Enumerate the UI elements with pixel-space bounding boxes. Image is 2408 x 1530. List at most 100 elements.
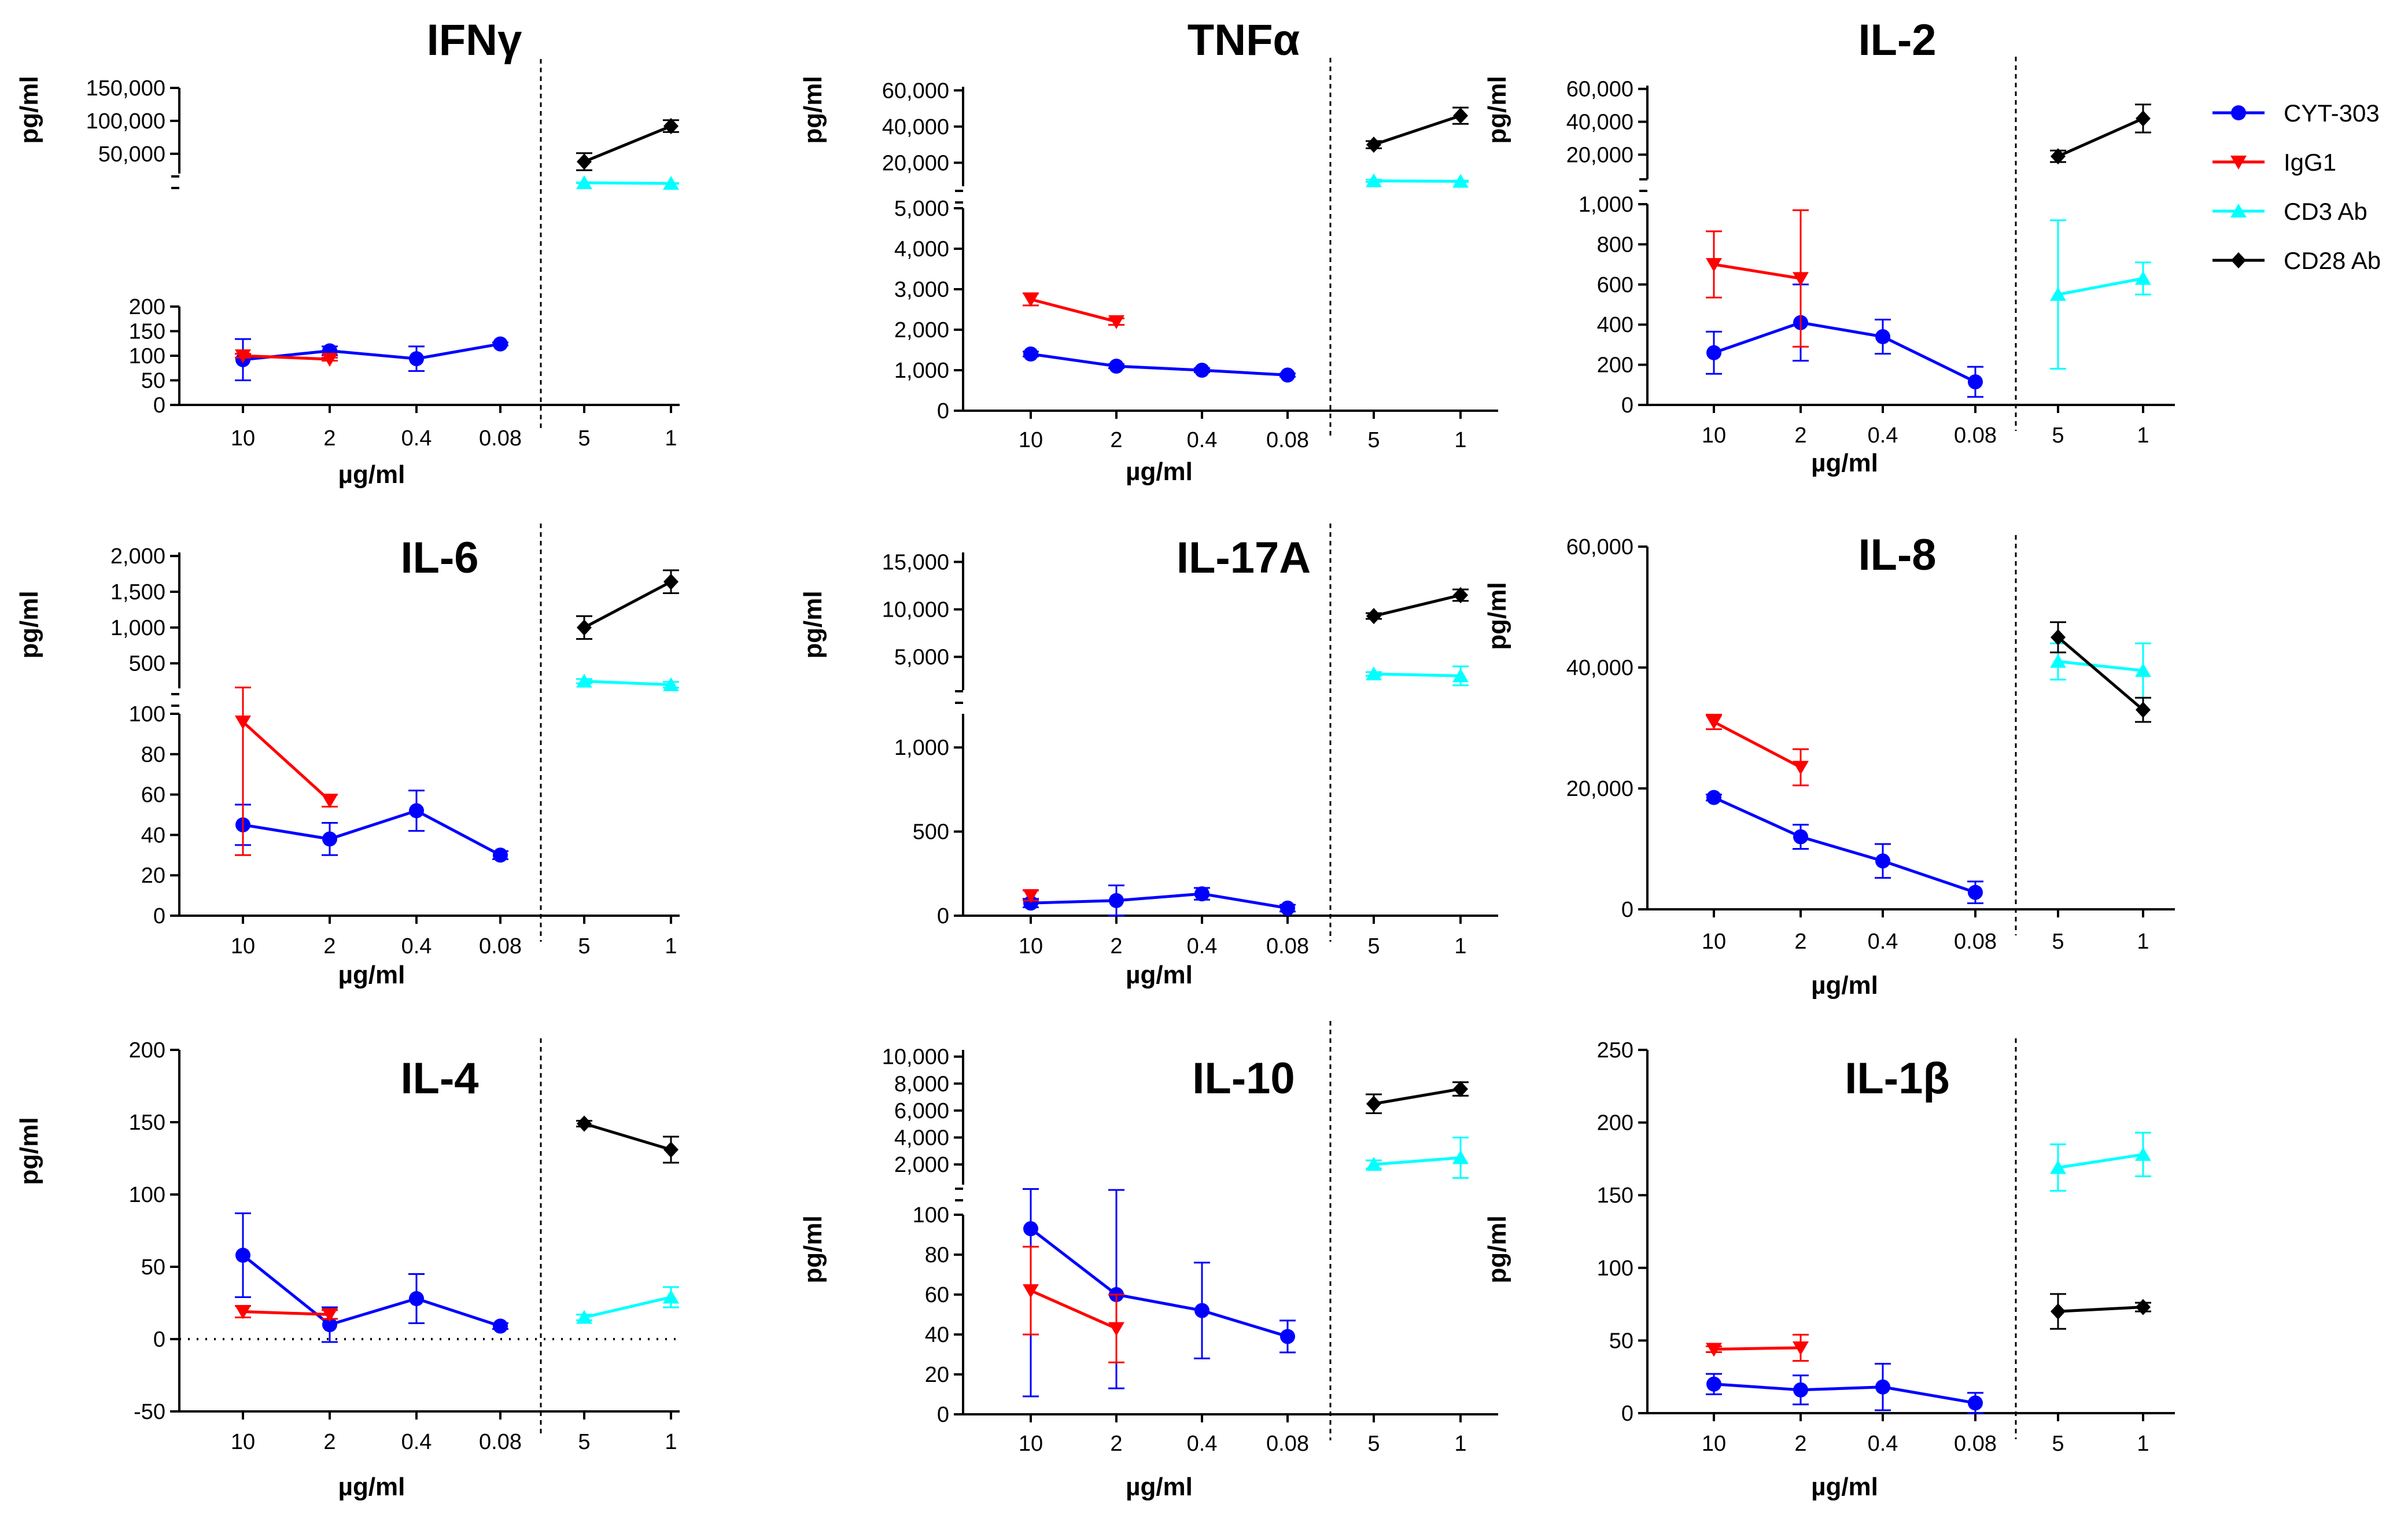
x-tick-label: 0.08 (1266, 428, 1309, 452)
series-line-cyt-303 (242, 1254, 501, 1328)
data-point-cd3-ab (576, 673, 592, 688)
y-tick-label: 100 (129, 1183, 165, 1207)
data-point-cd3-ab (2135, 271, 2151, 285)
data-point-cyt-303 (1109, 893, 1124, 908)
legend: CYT-303 IgG1 CD3 Ab CD28 Ab (2212, 99, 2381, 274)
x-axis-label: µg/ml (1126, 961, 1193, 989)
y-tick-label: 80 (141, 743, 165, 767)
x-tick-label: 5 (2052, 423, 2064, 448)
data-point-cyt-303 (1109, 359, 1124, 374)
series-line-cd3-ab (2057, 1153, 2144, 1169)
legend-marker (2230, 204, 2247, 217)
data-point-cyt-303 (322, 1317, 337, 1332)
data-point-cd28-ab (577, 1115, 592, 1132)
y-tick-label: 60 (141, 783, 165, 808)
data-point-cd28-ab (577, 619, 592, 636)
data-point-igg1 (1706, 1343, 1722, 1357)
data-point-cd3-ab (663, 176, 679, 190)
y-tick-label: 50 (141, 369, 165, 393)
panel-tnf-: 0 1,000 2,000 3,000 4,000 5,000 20,000 40,000 60… (799, 16, 1498, 486)
panel-title: TNFα (1188, 16, 1300, 65)
data-point-cyt-303 (1194, 886, 1209, 902)
data-point-cyt-303 (409, 1291, 424, 1306)
data-point-cd28-ab (2051, 629, 2066, 646)
y-tick-label: 60,000 (882, 79, 949, 103)
series-line-cd3-ab (584, 1296, 672, 1319)
y-tick-label: 2,000 (894, 318, 949, 342)
y-tick-label: 5,000 (894, 646, 949, 670)
series-line-cd3-ab (1373, 1156, 1461, 1166)
x-tick-label: 0.08 (1954, 930, 1997, 954)
data-point-cyt-303 (1968, 884, 1983, 900)
legend-label: CD28 Ab (2284, 247, 2381, 274)
data-point-cd28-ab (1366, 1096, 1381, 1112)
panel-il-1-: 0 50 100 150 200 250 10 2 0.4 0.08 5 1 IL-1β µg/ml pg/… (1483, 1038, 2175, 1501)
data-point-cd28-ab (1366, 137, 1381, 153)
series-line-cd3-ab (2057, 660, 2144, 672)
data-point-igg1 (1706, 258, 1722, 272)
data-point-igg1 (1793, 761, 1809, 775)
y-tick-label: 50 (141, 1255, 165, 1280)
series-line-cyt-303 (1713, 796, 1976, 894)
data-point-cyt-303 (493, 1318, 508, 1334)
series-line-igg1 (1030, 298, 1117, 323)
data-point-cd3-ab (1452, 1150, 1469, 1164)
y-tick-label: 2,000 (894, 1153, 949, 1177)
x-tick-label: 1 (1454, 1432, 1466, 1456)
series-line-cd3-ab (1373, 672, 1461, 677)
data-point-igg1 (1706, 716, 1722, 730)
data-point-cyt-303 (1875, 853, 1890, 869)
x-tick-label: 2 (1794, 930, 1806, 954)
data-point-igg1 (1108, 1322, 1124, 1336)
data-point-cd3-ab (1452, 668, 1469, 683)
panel-title: IL-2 (1858, 16, 1936, 65)
x-axis-label: µg/ml (338, 460, 405, 489)
data-point-cyt-303 (1194, 363, 1209, 378)
data-point-cyt-303 (322, 831, 337, 847)
x-tick-label: 0.08 (1954, 1432, 1997, 1456)
series-line-igg1 (242, 721, 331, 802)
x-tick-label: 1 (665, 426, 677, 451)
x-tick-label: 5 (1367, 934, 1380, 958)
y-axis-label: pg/ml (799, 76, 827, 143)
data-point-cd28-ab (1453, 108, 1468, 124)
x-tick-label: 2 (1110, 1432, 1122, 1456)
x-tick-label: 2 (1794, 423, 1806, 448)
data-point-cyt-303 (1793, 1382, 1808, 1398)
y-tick-label: 200 (1597, 1111, 1633, 1135)
data-point-cyt-303 (409, 351, 424, 367)
x-tick-label: 0.4 (1868, 1432, 1898, 1456)
legend-marker (2231, 252, 2246, 268)
y-tick-label: 0 (937, 904, 949, 928)
series-line-cyt-303 (242, 342, 501, 362)
y-tick-label: 1,500 (110, 580, 165, 604)
panel-il-17a: 0 500 1,000 5,000 10,000 15,000 10 2 0.4 0.08 5 1 IL… (799, 523, 1498, 989)
data-point-cyt-303 (235, 1248, 250, 1263)
y-tick-label: 8,000 (894, 1072, 949, 1096)
x-axis-label: µg/ml (338, 961, 405, 989)
x-tick-label: 2 (323, 426, 335, 451)
y-tick-label: 2,000 (110, 544, 165, 569)
data-point-igg1 (1793, 1341, 1809, 1355)
y-tick-label: 1,000 (894, 359, 949, 383)
series-line-cd28-ab (1373, 1087, 1461, 1105)
x-tick-label: 5 (1367, 1432, 1380, 1456)
y-tick-label: 200 (1597, 353, 1633, 378)
data-point-cyt-303 (1023, 346, 1038, 362)
x-tick-label: 0.4 (401, 934, 432, 958)
y-tick-label: 0 (937, 399, 949, 423)
x-tick-label: 0.08 (1266, 934, 1309, 958)
series-line-cd28-ab (584, 124, 672, 163)
series-line-cyt-303 (1713, 321, 1976, 384)
data-point-cd3-ab (576, 175, 592, 189)
data-point-cd28-ab (2136, 110, 2151, 127)
y-tick-label: 100,000 (86, 109, 165, 134)
x-tick-label: 1 (2137, 930, 2149, 954)
y-tick-label: 100 (1597, 1256, 1633, 1281)
y-tick-label: 50 (1609, 1329, 1633, 1353)
data-point-cyt-303 (1280, 367, 1295, 383)
data-point-cd28-ab (663, 118, 678, 135)
data-point-igg1 (1023, 293, 1039, 307)
y-tick-label: 0 (1621, 1402, 1633, 1426)
